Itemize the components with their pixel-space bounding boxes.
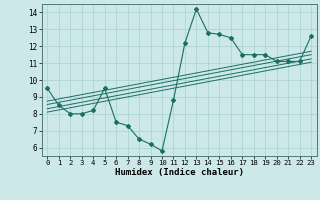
X-axis label: Humidex (Indice chaleur): Humidex (Indice chaleur) bbox=[115, 168, 244, 177]
